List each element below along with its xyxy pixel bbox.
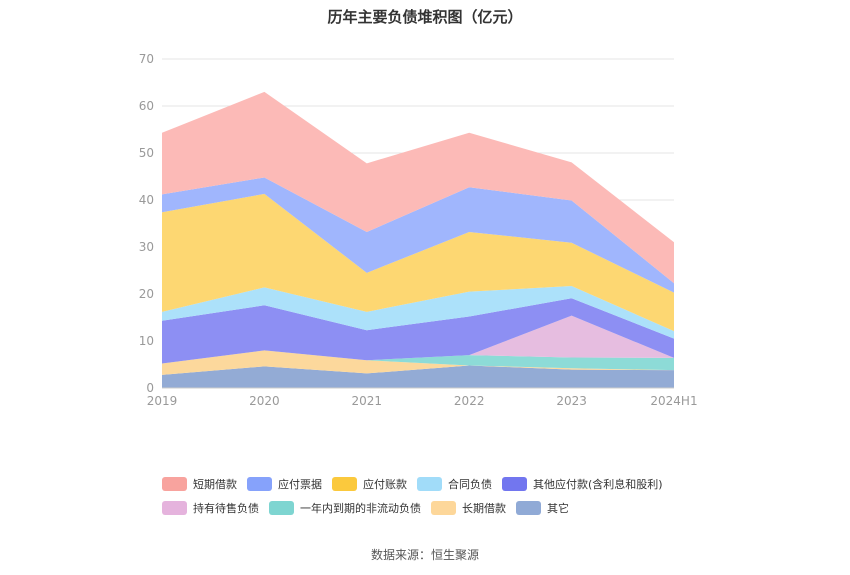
- area-series: [162, 315, 674, 364]
- legend-item[interactable]: 其它: [516, 500, 569, 516]
- legend-item[interactable]: 合同负债: [417, 476, 492, 492]
- data-source-note: 数据来源：恒生聚源: [370, 548, 479, 562]
- area-series: [162, 350, 674, 375]
- legend-swatch: [162, 501, 187, 515]
- y-tick-label: 30: [139, 240, 154, 254]
- legend-swatch: [417, 477, 442, 491]
- x-tick-label: 2019: [147, 394, 178, 408]
- y-tick-label: 0: [146, 381, 154, 395]
- legend-label: 合同负债: [448, 478, 492, 491]
- x-tick-label: 2022: [454, 394, 485, 408]
- area-series: [162, 365, 674, 388]
- legend-item[interactable]: 应付账款: [332, 476, 407, 492]
- y-tick-label: 50: [139, 146, 154, 160]
- legend-row-2: 持有待售负债 一年内到期的非流动负债 长期借款 其它: [162, 496, 762, 520]
- legend-item[interactable]: 短期借款: [162, 476, 237, 492]
- legend-swatch: [269, 501, 294, 515]
- legend-item[interactable]: 应付票据: [247, 476, 322, 492]
- legend-item[interactable]: 持有待售负债: [162, 500, 259, 516]
- area-series: [162, 286, 674, 339]
- x-tick-label: 2021: [352, 394, 383, 408]
- legend-label: 其他应付款(含利息和股利): [533, 478, 663, 491]
- y-tick-label: 20: [139, 287, 154, 301]
- y-tick-label: 10: [139, 334, 154, 348]
- area-series: [162, 177, 674, 293]
- legend-swatch: [502, 477, 527, 491]
- legend-label: 应付账款: [363, 478, 407, 491]
- chart-title: 历年主要负债堆积图（亿元）: [327, 8, 523, 26]
- legend-label: 长期借款: [462, 502, 506, 515]
- legend-swatch: [247, 477, 272, 491]
- y-tick-label: 70: [139, 52, 154, 66]
- area-series: [162, 350, 674, 371]
- legend-swatch: [332, 477, 357, 491]
- legend: 短期借款 应付票据 应付账款 合同负债 其他应付款(含利息和股利) 持有待售负债…: [162, 472, 762, 520]
- x-tick-label: 2023: [556, 394, 587, 408]
- legend-label: 其它: [547, 502, 569, 515]
- legend-label: 短期借款: [193, 478, 237, 491]
- legend-item[interactable]: 其他应付款(含利息和股利): [502, 476, 663, 492]
- area-series: [162, 91, 674, 284]
- legend-swatch: [431, 501, 456, 515]
- y-tick-label: 40: [139, 193, 154, 207]
- legend-swatch: [162, 477, 187, 491]
- x-tick-label: 2020: [249, 394, 280, 408]
- legend-item[interactable]: 一年内到期的非流动负债: [269, 500, 421, 516]
- area-series: [162, 193, 674, 332]
- area-series: [162, 298, 674, 364]
- y-tick-label: 60: [139, 99, 154, 113]
- legend-item[interactable]: 长期借款: [431, 500, 506, 516]
- legend-swatch: [516, 501, 541, 515]
- x-tick-label: 2024H1: [650, 394, 697, 408]
- legend-row-1: 短期借款 应付票据 应付账款 合同负债 其他应付款(含利息和股利): [162, 472, 762, 496]
- legend-label: 应付票据: [278, 478, 322, 491]
- legend-label: 一年内到期的非流动负债: [300, 502, 421, 515]
- legend-label: 持有待售负债: [193, 502, 259, 515]
